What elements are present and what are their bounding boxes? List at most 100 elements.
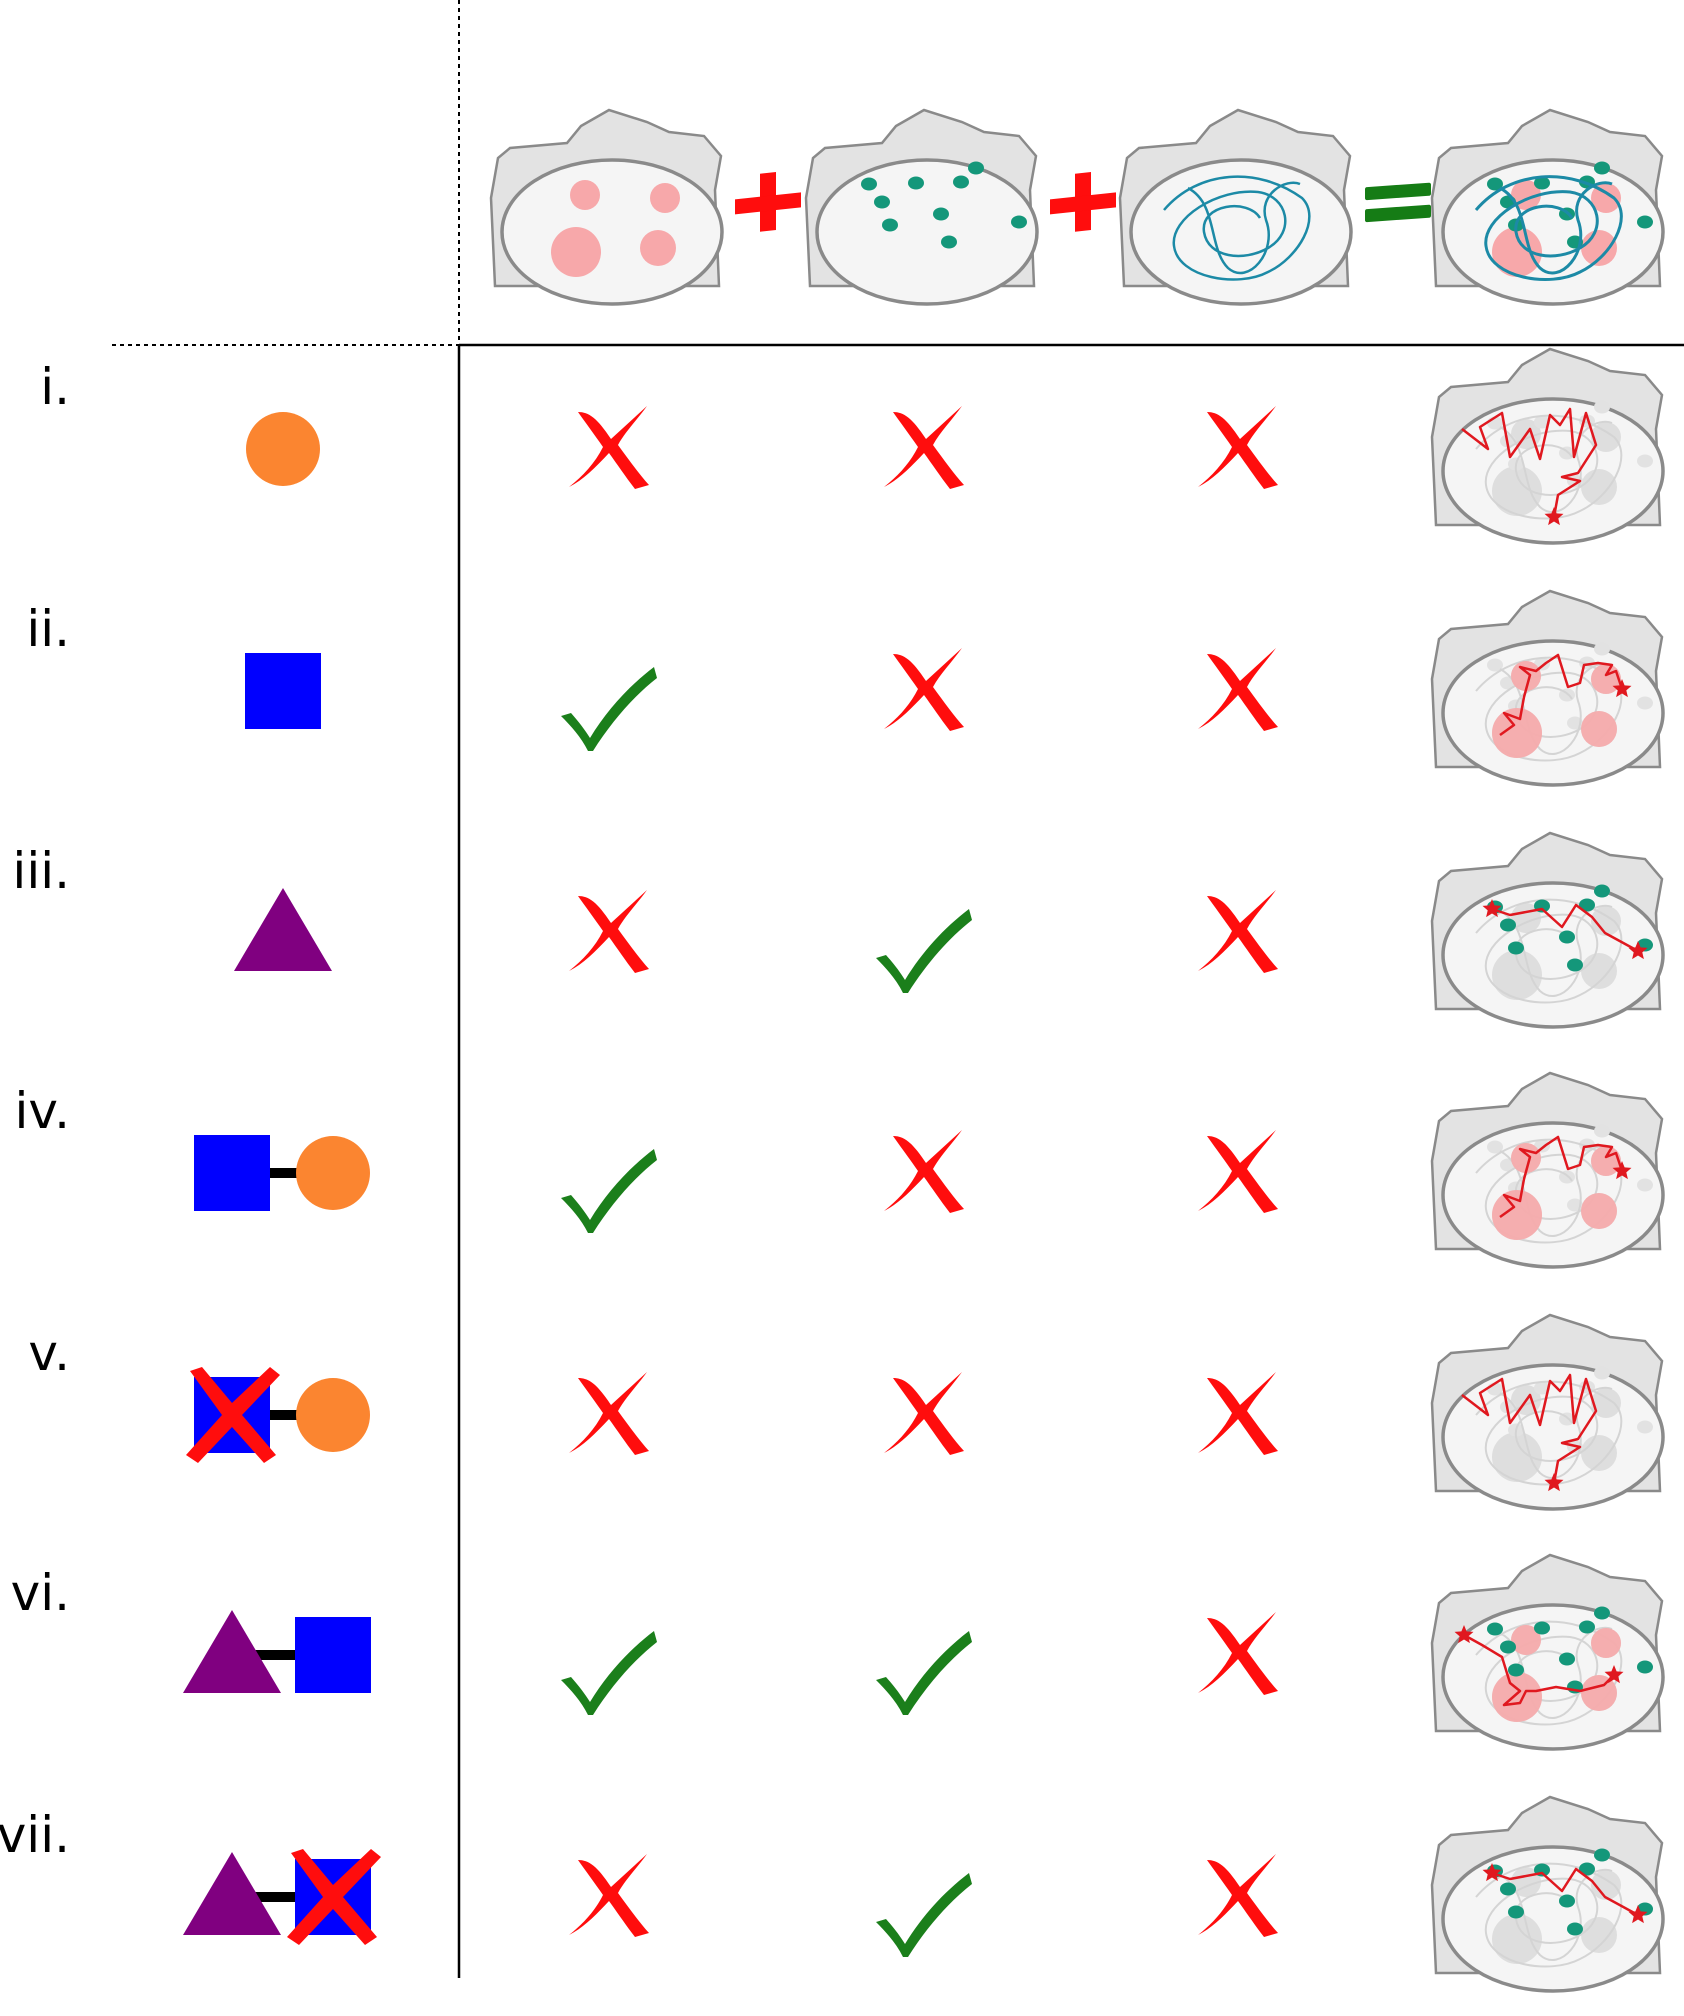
nucleolus (570, 180, 600, 210)
trajectory (1499, 1135, 1624, 1219)
speckle (1567, 1922, 1583, 1936)
cross-shape (1198, 406, 1278, 489)
check-shape (561, 1631, 657, 1715)
row-label: v. (28, 1324, 70, 1382)
check-icon (561, 1631, 657, 1715)
table-row: i. (40, 347, 1665, 545)
nucleolus (1581, 1193, 1617, 1229)
speckle (1637, 454, 1653, 468)
check-icon (876, 909, 972, 993)
check-shape (561, 667, 657, 751)
outcome-cell-teal-walk (1430, 831, 1665, 1029)
cross-icon (1198, 648, 1278, 731)
trajectory-start-star-icon (1482, 899, 1502, 918)
speckle (1594, 1366, 1610, 1380)
cross-shape (884, 1130, 964, 1213)
trajectory (1499, 653, 1624, 737)
check-icon (876, 1873, 972, 1957)
speckle (1559, 930, 1575, 944)
right-square-shape (295, 1617, 371, 1693)
table-row: v. (28, 1313, 1665, 1511)
nucleus (1441, 881, 1665, 1029)
speckle (1637, 1660, 1653, 1674)
cross-icon (1198, 1612, 1278, 1695)
cross-shape (569, 1854, 649, 1937)
left-square-shape (194, 1135, 270, 1211)
cross-shape (884, 406, 964, 489)
speckle (1594, 1606, 1610, 1620)
speckle (1508, 1663, 1524, 1677)
linker-bar (252, 1410, 313, 1420)
trajectory-end-star-icon (1604, 1665, 1624, 1684)
nucleolus (1591, 1628, 1621, 1658)
nucleolus (1591, 906, 1621, 936)
nucleus (815, 158, 1039, 306)
cross-shape (569, 1372, 649, 1455)
cross-shape (1198, 648, 1278, 731)
outcome-cell-teal-walk (1430, 1795, 1665, 1993)
cross-icon (1198, 1130, 1278, 1213)
outcome-cell-pink-walk (1430, 1071, 1665, 1269)
nucleoli-cell (489, 108, 724, 306)
table-row: iv. (15, 1071, 1665, 1269)
cross-icon (884, 648, 964, 731)
trajectory (1491, 903, 1639, 953)
plus-bar-h (735, 192, 801, 215)
nucleus (1129, 158, 1353, 306)
trajectory-end-star-icon (1628, 1905, 1648, 1924)
speckle (1594, 642, 1610, 656)
speckle (1559, 1652, 1575, 1666)
check-shape (561, 1149, 657, 1233)
right-circle-shape (296, 1378, 370, 1452)
cross-icon (569, 890, 649, 973)
nucleolus (1591, 664, 1621, 694)
speckle (933, 207, 949, 221)
plus-icon (1050, 172, 1116, 232)
construct (194, 1135, 370, 1211)
speckle (1579, 1620, 1595, 1634)
nucleolus (1581, 1435, 1617, 1471)
nucleolus (1492, 950, 1542, 1000)
speckle (1579, 898, 1595, 912)
row-label: iii. (12, 842, 70, 900)
cross-shape (1198, 1854, 1278, 1937)
speckle (1500, 1882, 1516, 1896)
plus-icon (735, 172, 801, 232)
speckle (1534, 1621, 1550, 1635)
right-circle-shape (296, 1136, 370, 1210)
left-triangle-shape (183, 1610, 281, 1693)
trajectory-start-star-icon (1454, 1625, 1474, 1644)
speckle (1567, 958, 1583, 972)
speckle (1594, 884, 1610, 898)
speckle (1500, 1640, 1516, 1654)
nucleolus (1591, 1870, 1621, 1900)
speckle (1487, 658, 1503, 672)
cross-icon (1198, 890, 1278, 973)
cross-shape (1198, 1612, 1278, 1695)
table-rows: i. ii. iii. iv. v. vi. vii. (0, 347, 1665, 1993)
speckle (1487, 1622, 1503, 1636)
equals-bar-bottom (1365, 204, 1431, 223)
speckle (1508, 941, 1524, 955)
check-icon (876, 1631, 972, 1715)
trajectory-start-star-icon (1482, 1863, 1502, 1882)
nucleolus (1581, 1917, 1617, 1953)
speckle (1500, 918, 1516, 932)
cross-icon (1198, 1372, 1278, 1455)
cross-icon (884, 406, 964, 489)
cross-shape (569, 406, 649, 489)
cross-shape (884, 1372, 964, 1455)
speckle (1594, 1848, 1610, 1862)
speckle (1534, 415, 1550, 429)
check-shape (876, 1631, 972, 1715)
nucleolus (1591, 183, 1621, 213)
cross-shape (884, 648, 964, 731)
nucleus (1441, 158, 1665, 306)
nucleolus (551, 227, 601, 277)
trajectory-end-star-icon (1544, 1473, 1564, 1492)
equals-icon (1365, 182, 1431, 223)
trajectory (1461, 407, 1598, 518)
trajectory-end-star-icon (1612, 679, 1632, 698)
speckle (1637, 696, 1653, 710)
